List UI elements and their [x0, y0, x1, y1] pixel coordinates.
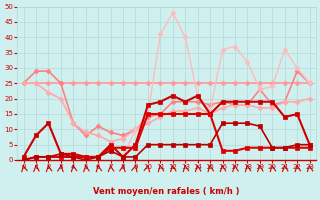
X-axis label: Vent moyen/en rafales ( km/h ): Vent moyen/en rafales ( km/h ): [93, 187, 240, 196]
